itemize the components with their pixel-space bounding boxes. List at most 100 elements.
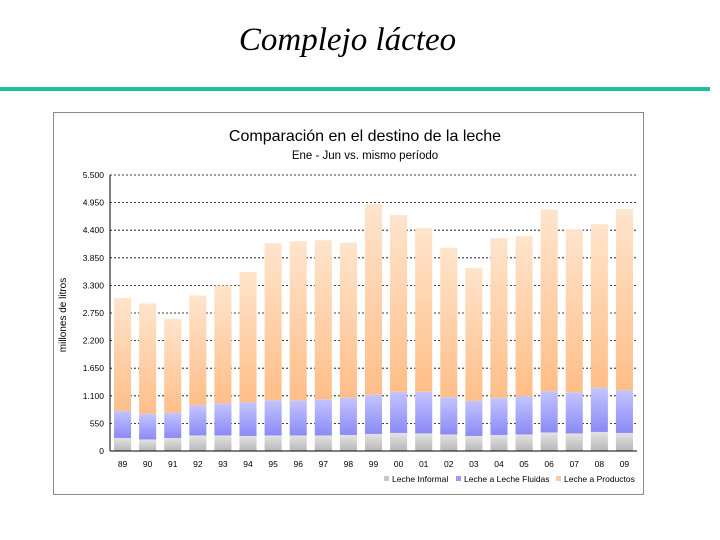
y-tick-label: 2.750 bbox=[83, 308, 105, 318]
bar-segment-leche-a-productos-91 bbox=[164, 319, 182, 413]
bar-segment-leche-a-productos-09 bbox=[615, 209, 633, 391]
bar-segment-leche-a-leche-fluidas-97 bbox=[314, 399, 332, 436]
y-tick-label: 550 bbox=[90, 418, 104, 428]
bar-segment-leche-a-productos-00 bbox=[390, 215, 408, 392]
chart-title: Comparación en el destino de la leche bbox=[229, 128, 501, 145]
x-tick-label: 90 bbox=[143, 459, 153, 469]
bar-segment-leche-a-productos-89 bbox=[114, 297, 132, 411]
x-tick-label: 08 bbox=[595, 459, 605, 469]
x-tick-label: 04 bbox=[494, 459, 504, 469]
x-tick-label: 02 bbox=[444, 459, 454, 469]
y-tick-label: 0 bbox=[99, 446, 104, 456]
bar-segment-leche-a-leche-fluidas-03 bbox=[465, 400, 483, 436]
bar-segment-leche-a-productos-95 bbox=[264, 243, 282, 401]
y-tick-label: 1.650 bbox=[83, 363, 105, 373]
x-tick-label: 92 bbox=[193, 459, 203, 469]
x-tick-label: 09 bbox=[620, 459, 630, 469]
bar-segment-leche-a-leche-fluidas-06 bbox=[540, 391, 558, 433]
x-tick-label: 98 bbox=[344, 459, 354, 469]
bar-segment-leche-a-productos-01 bbox=[415, 228, 433, 392]
bar-segment-leche-a-leche-fluidas-93 bbox=[214, 403, 232, 436]
bar-segment-leche-informal-93 bbox=[214, 435, 232, 451]
bar-segment-leche-a-productos-97 bbox=[314, 240, 332, 400]
bar-segment-leche-a-productos-08 bbox=[590, 224, 608, 388]
x-tick-label: 95 bbox=[268, 459, 278, 469]
y-tick-label: 4.400 bbox=[83, 225, 105, 235]
y-tick-label: 3.300 bbox=[83, 280, 105, 290]
bar-segment-leche-informal-04 bbox=[490, 434, 508, 451]
bars-layer bbox=[114, 204, 633, 451]
bar-segment-leche-a-productos-06 bbox=[540, 209, 558, 392]
bar-segment-leche-a-leche-fluidas-01 bbox=[415, 391, 433, 434]
bar-segment-leche-a-leche-fluidas-07 bbox=[565, 392, 583, 434]
bar-segment-leche-informal-06 bbox=[540, 432, 558, 451]
bar-segment-leche-a-productos-94 bbox=[239, 271, 257, 403]
y-axis-label: millones de litros bbox=[58, 278, 69, 352]
axis-layer: 0 550 1.100 1.650 2.200 2.750 3.300 3.850 4.400 4… bbox=[83, 170, 637, 469]
bar-segment-leche-a-leche-fluidas-96 bbox=[289, 400, 307, 436]
title-rule bbox=[0, 87, 710, 91]
bar-segment-leche-informal-08 bbox=[590, 431, 608, 451]
bar-segment-leche-informal-92 bbox=[189, 435, 207, 451]
x-tick-label: 01 bbox=[419, 459, 429, 469]
bar-segment-leche-a-leche-fluidas-94 bbox=[239, 402, 257, 436]
bar-segment-leche-a-leche-fluidas-09 bbox=[615, 390, 633, 433]
x-tick-label: 06 bbox=[544, 459, 554, 469]
bar-segment-leche-a-leche-fluidas-04 bbox=[490, 397, 508, 435]
bar-segment-leche-a-productos-05 bbox=[515, 236, 533, 397]
x-tick-label: 05 bbox=[519, 459, 529, 469]
bar-segment-leche-a-leche-fluidas-02 bbox=[440, 397, 458, 435]
bar-segment-leche-informal-03 bbox=[465, 435, 483, 451]
bar-segment-leche-a-leche-fluidas-99 bbox=[364, 394, 383, 434]
x-tick-label: 07 bbox=[570, 459, 580, 469]
stacked-bar-chart: Comparación en el destino de la leche En… bbox=[58, 128, 637, 484]
x-tick-label: 89 bbox=[118, 459, 128, 469]
x-tick-label: 91 bbox=[168, 459, 178, 469]
bar-segment-leche-informal-05 bbox=[515, 434, 533, 451]
bar-segment-leche-a-productos-92 bbox=[189, 295, 207, 406]
x-tick-label: 94 bbox=[243, 459, 253, 469]
y-tick-label: 5.500 bbox=[83, 170, 105, 180]
legend-swatch bbox=[556, 476, 561, 481]
bar-segment-leche-a-productos-93 bbox=[214, 285, 232, 404]
bar-segment-leche-a-leche-fluidas-91 bbox=[164, 412, 182, 438]
legend-label: Leche a Leche Fluidas bbox=[464, 474, 550, 484]
bar-segment-leche-a-productos-96 bbox=[289, 241, 307, 401]
bar-segment-leche-a-productos-04 bbox=[490, 238, 508, 398]
x-tick-label: 96 bbox=[293, 459, 303, 469]
legend-swatch bbox=[384, 476, 389, 481]
bar-segment-leche-informal-89 bbox=[114, 437, 132, 451]
legend-label: Leche a Productos bbox=[564, 474, 635, 484]
bar-segment-leche-a-leche-fluidas-05 bbox=[515, 396, 533, 435]
bar-segment-leche-informal-99 bbox=[364, 433, 383, 451]
x-tick-label: 99 bbox=[369, 459, 379, 469]
bar-segment-leche-a-productos-02 bbox=[440, 247, 458, 398]
x-tick-label: 03 bbox=[469, 459, 479, 469]
bar-segment-leche-informal-96 bbox=[289, 435, 307, 451]
legend-label: Leche Informal bbox=[392, 474, 448, 484]
bar-segment-leche-a-leche-fluidas-95 bbox=[264, 400, 282, 436]
bar-segment-leche-informal-09 bbox=[615, 432, 633, 451]
bar-segment-leche-a-leche-fluidas-90 bbox=[139, 413, 157, 440]
bar-segment-leche-informal-00 bbox=[390, 432, 408, 451]
bar-segment-leche-a-productos-90 bbox=[139, 303, 157, 414]
slide-title: Complejo lácteo bbox=[238, 22, 457, 58]
bar-segment-leche-a-productos-99 bbox=[364, 204, 383, 395]
bar-segment-leche-a-leche-fluidas-08 bbox=[590, 387, 608, 432]
bar-segment-leche-a-leche-fluidas-98 bbox=[339, 397, 357, 435]
bar-segment-leche-a-productos-07 bbox=[565, 229, 583, 393]
x-tick-label: 97 bbox=[319, 459, 329, 469]
chart-frame: Comparación en el destino de la leche En… bbox=[53, 112, 644, 495]
bar-segment-leche-a-productos-03 bbox=[465, 267, 483, 401]
y-tick-label: 2.200 bbox=[83, 336, 105, 346]
x-tick-label: 93 bbox=[218, 459, 228, 469]
bar-segment-leche-informal-98 bbox=[339, 434, 357, 451]
y-tick-label: 4.950 bbox=[83, 198, 105, 208]
chart-subtitle: Ene - Jun vs. mismo período bbox=[292, 150, 438, 162]
bar-segment-leche-informal-91 bbox=[164, 437, 182, 451]
y-tick-label: 1.100 bbox=[83, 391, 105, 401]
bar-segment-leche-informal-02 bbox=[440, 434, 458, 451]
bar-segment-leche-a-leche-fluidas-92 bbox=[189, 405, 207, 436]
bar-segment-leche-informal-07 bbox=[565, 433, 583, 451]
legend-swatch bbox=[456, 476, 461, 481]
